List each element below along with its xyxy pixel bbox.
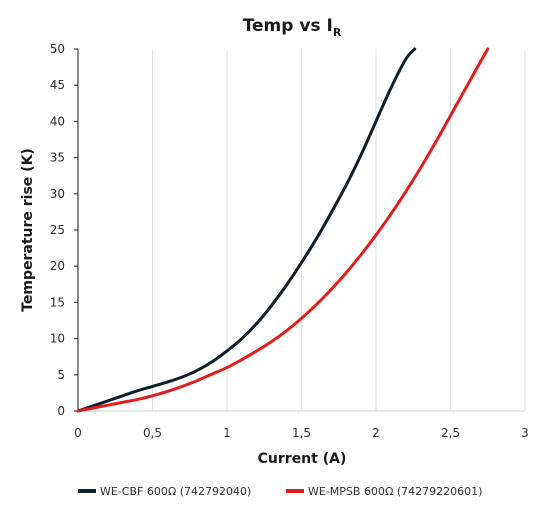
x-tick-label: 3 <box>521 426 529 440</box>
y-tick-label: 10 <box>50 332 65 346</box>
series-line-1 <box>76 47 417 413</box>
y-tick-label: 0 <box>57 404 65 418</box>
x-tick-label: 0,5 <box>143 426 162 440</box>
x-tick-label: 2,5 <box>441 426 460 440</box>
legend: WE-CBF 600Ω (742792040) WE-MPSB 600Ω (742… <box>78 485 482 498</box>
y-tick-label: 30 <box>50 187 65 201</box>
y-tick-label: 5 <box>57 368 65 382</box>
y-axis-label: Temperature rise (K) <box>20 148 36 312</box>
tick-labels: 0 5 10 15 20 25 30 35 40 45 50 0 0,5 1 1,5 2 2,5 3 <box>50 42 529 440</box>
y-tick-label: 50 <box>50 42 65 56</box>
x-axis-label: Current (A) <box>258 451 347 467</box>
y-tick-label: 40 <box>50 114 65 128</box>
x-tick-label: 0 <box>74 426 82 440</box>
legend-label-1: WE-CBF 600Ω (742792040) <box>100 485 251 498</box>
legend-label-2: WE-MPSB 600Ω (74279220601) <box>308 485 482 498</box>
axes <box>74 48 525 412</box>
series-line-2 <box>76 47 490 413</box>
x-tick-label: 2 <box>372 426 380 440</box>
y-tick-label: 45 <box>50 78 65 92</box>
y-tick-label: 35 <box>50 151 65 165</box>
x-tick-label: 1 <box>223 426 231 440</box>
y-tick-label: 15 <box>50 295 65 309</box>
series-lines <box>76 47 490 413</box>
y-tick-label: 20 <box>50 259 65 273</box>
y-tick-label: 25 <box>50 223 65 237</box>
chart-title: Temp vs IR <box>243 16 342 39</box>
chart-title-text: Temp vs I <box>243 16 333 36</box>
chart-title-subscript: R <box>333 26 342 39</box>
grid-lines <box>152 49 526 411</box>
x-tick-label: 1,5 <box>292 426 311 440</box>
